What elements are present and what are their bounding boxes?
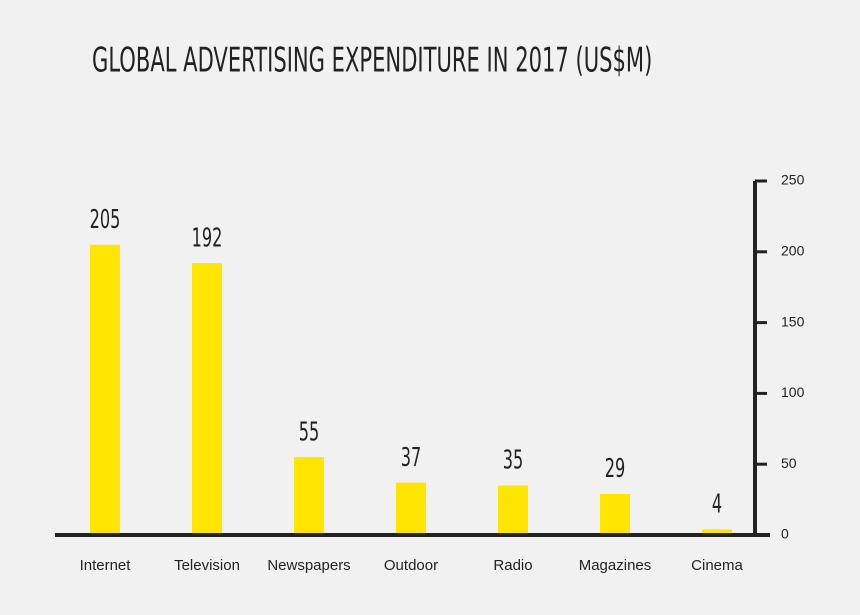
y-tick-label: 200 [781, 243, 805, 259]
bar [192, 263, 222, 535]
value-label: 29 [605, 454, 626, 484]
value-label: 37 [401, 443, 422, 473]
bar [600, 493, 630, 535]
y-tick-label: 0 [781, 526, 789, 542]
y-tick-label: 250 [781, 172, 805, 188]
value-label: 192 [192, 224, 223, 254]
x-tick-label: Magazines [579, 557, 652, 574]
bar [498, 485, 528, 535]
bar [396, 482, 426, 535]
x-tick-label: Radio [493, 557, 532, 574]
value-label: 55 [299, 417, 320, 447]
bar [702, 529, 732, 535]
x-tick-label: Outdoor [384, 557, 438, 574]
y-tick-label: 150 [781, 313, 805, 329]
bar [90, 244, 120, 535]
y-tick-label: 100 [781, 384, 805, 400]
chart-title: GLOBAL ADVERTISING EXPENDITURE IN 2017 (… [92, 40, 652, 80]
x-tick-label: Newspapers [267, 557, 350, 574]
x-tick-label: Internet [80, 557, 132, 574]
value-label: 4 [712, 490, 722, 520]
bar [294, 457, 324, 535]
x-tick-label: Television [174, 557, 240, 574]
y-tick-label: 50 [781, 455, 797, 471]
value-label: 35 [503, 446, 524, 476]
x-tick-label: Cinema [691, 557, 743, 574]
value-label: 205 [90, 205, 121, 235]
